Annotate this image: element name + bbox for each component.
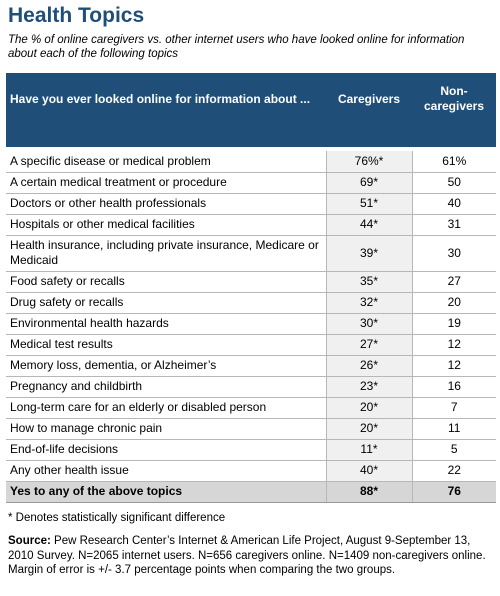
caregivers-value: 51* xyxy=(325,193,413,215)
page-title: Health Topics xyxy=(8,4,145,27)
caregivers-value: 20* xyxy=(325,418,413,440)
table-row: Any other health issue 40* 22 xyxy=(6,460,496,482)
footnote: * Denotes statistically significant diff… xyxy=(8,512,226,524)
table-row: Food safety or recalls 35* 27 xyxy=(6,271,496,293)
noncaregivers-value: 12 xyxy=(412,355,496,377)
table-row: Doctors or other health professionals 51*… xyxy=(6,193,496,215)
caregivers-value: 69* xyxy=(325,172,413,194)
data-table: Have you ever looked online for informat… xyxy=(6,73,496,503)
caregivers-value: 88* xyxy=(325,481,413,503)
header-noncaregivers: Non-caregivers xyxy=(412,73,496,147)
noncaregivers-value: 19 xyxy=(412,313,496,335)
table-row: Medical test results 27* 12 xyxy=(6,334,496,356)
table-body: A specific disease or medical problem 76%… xyxy=(6,147,496,503)
header-row: Have you ever looked online for informat… xyxy=(6,73,496,147)
noncaregivers-value: 61% xyxy=(412,151,496,173)
total-row: Yes to any of the above topics 88* 76 xyxy=(6,481,496,503)
row-label: Pregnancy and childbirth xyxy=(6,376,326,398)
noncaregivers-value: 31 xyxy=(412,214,496,236)
table-row: Memory loss, dementia, or Alzheimer’s 26*… xyxy=(6,355,496,377)
source-note: Source: Pew Research Center’s Internet &… xyxy=(8,534,494,578)
table-row: Pregnancy and childbirth 23* 16 xyxy=(6,376,496,398)
subtitle: The % of online caregivers vs. other int… xyxy=(8,34,465,60)
caregivers-value: 11* xyxy=(325,439,413,461)
table-row: Health insurance, including private insu… xyxy=(6,235,496,272)
table-row: End-of-life decisions 11* 5 xyxy=(6,439,496,461)
caregivers-value: 40* xyxy=(325,460,413,482)
row-label: Yes to any of the above topics xyxy=(6,481,326,503)
header-caregivers: Caregivers xyxy=(326,73,412,147)
caregivers-value: 26* xyxy=(325,355,413,377)
row-label: Long-term care for an elderly or disable… xyxy=(6,397,326,419)
noncaregivers-value: 76 xyxy=(412,481,496,503)
caregivers-value: 23* xyxy=(325,376,413,398)
row-label: Any other health issue xyxy=(6,460,326,482)
noncaregivers-value: 20 xyxy=(412,292,496,314)
row-label: A certain medical treatment or procedure xyxy=(6,172,326,194)
noncaregivers-value: 11 xyxy=(412,418,496,440)
row-label: A specific disease or medical problem xyxy=(6,151,326,173)
noncaregivers-value: 16 xyxy=(412,376,496,398)
table-row: A certain medical treatment or procedure… xyxy=(6,172,496,194)
caregivers-value: 76%* xyxy=(325,151,413,173)
row-label: Environmental health hazards xyxy=(6,313,326,335)
table-row: Drug safety or recalls 32* 20 xyxy=(6,292,496,314)
row-label: Food safety or recalls xyxy=(6,271,326,293)
noncaregivers-value: 5 xyxy=(412,439,496,461)
source-text: Pew Research Center’s Internet & America… xyxy=(8,535,486,576)
table-row: Hospitals or other medical facilities 44*… xyxy=(6,214,496,236)
caregivers-value: 30* xyxy=(325,313,413,335)
header-question: Have you ever looked online for informat… xyxy=(6,73,326,147)
caregivers-value: 39* xyxy=(325,235,413,272)
source-label: Source: xyxy=(8,535,51,547)
row-label: Memory loss, dementia, or Alzheimer’s xyxy=(6,355,326,377)
caregivers-value: 35* xyxy=(325,271,413,293)
caregivers-value: 32* xyxy=(325,292,413,314)
row-label: Medical test results xyxy=(6,334,326,356)
noncaregivers-value: 40 xyxy=(412,193,496,215)
table-row: How to manage chronic pain 20* 11 xyxy=(6,418,496,440)
noncaregivers-value: 27 xyxy=(412,271,496,293)
row-label: End-of-life decisions xyxy=(6,439,326,461)
row-label: Drug safety or recalls xyxy=(6,292,326,314)
noncaregivers-value: 12 xyxy=(412,334,496,356)
caregivers-value: 20* xyxy=(325,397,413,419)
caregivers-value: 44* xyxy=(325,214,413,236)
noncaregivers-value: 30 xyxy=(412,235,496,272)
row-label: Doctors or other health professionals xyxy=(6,193,326,215)
row-label: Hospitals or other medical facilities xyxy=(6,214,326,236)
caregivers-value: 27* xyxy=(325,334,413,356)
noncaregivers-value: 7 xyxy=(412,397,496,419)
row-label: How to manage chronic pain xyxy=(6,418,326,440)
noncaregivers-value: 50 xyxy=(412,172,496,194)
table-row: Long-term care for an elderly or disable… xyxy=(6,397,496,419)
noncaregivers-value: 22 xyxy=(412,460,496,482)
table-row: A specific disease or medical problem 76%… xyxy=(6,151,496,173)
table-row: Environmental health hazards 30* 19 xyxy=(6,313,496,335)
row-label: Health insurance, including private insu… xyxy=(6,235,326,272)
